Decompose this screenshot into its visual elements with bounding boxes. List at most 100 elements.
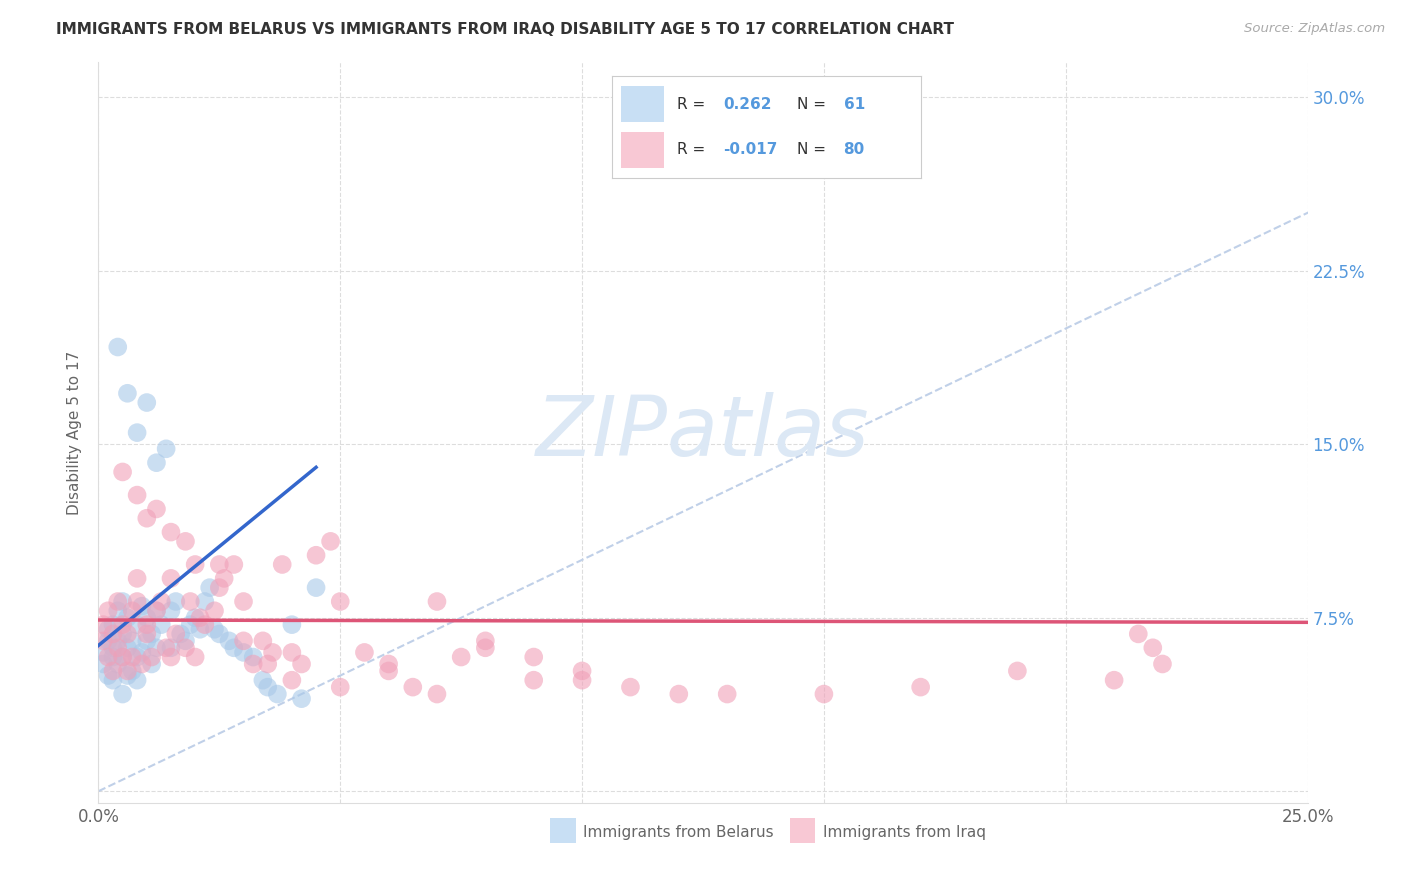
Point <box>281 617 304 632</box>
Text: Immigrants from Iraq: Immigrants from Iraq <box>823 825 986 839</box>
Point <box>426 594 449 608</box>
Point <box>402 680 425 694</box>
Point <box>107 640 129 655</box>
Point <box>256 657 278 671</box>
Point <box>135 617 157 632</box>
Point <box>910 680 932 694</box>
Point <box>107 633 129 648</box>
Point <box>188 611 211 625</box>
Point <box>329 680 352 694</box>
Point <box>101 650 124 665</box>
Point <box>266 687 288 701</box>
Point <box>174 640 197 655</box>
Point <box>179 617 201 632</box>
Point <box>145 456 167 470</box>
Point <box>121 650 143 665</box>
Point <box>523 673 546 688</box>
Point <box>101 664 124 678</box>
Point <box>107 594 129 608</box>
Point <box>111 687 134 701</box>
Point <box>101 673 124 688</box>
Point <box>319 534 342 549</box>
Point <box>97 668 120 682</box>
Point <box>222 558 245 572</box>
Point <box>107 604 129 618</box>
Point <box>1142 640 1164 655</box>
Point <box>135 611 157 625</box>
Point <box>127 488 149 502</box>
Point <box>377 657 399 671</box>
Point <box>135 633 157 648</box>
Point <box>474 640 496 655</box>
Text: IMMIGRANTS FROM BELARUS VS IMMIGRANTS FROM IRAQ DISABILITY AGE 5 TO 17 CORRELATI: IMMIGRANTS FROM BELARUS VS IMMIGRANTS FR… <box>56 22 955 37</box>
Point <box>107 657 129 671</box>
Point <box>329 594 352 608</box>
Point <box>155 442 177 456</box>
Text: N =: N = <box>797 97 827 112</box>
Point <box>160 640 183 655</box>
Point <box>377 664 399 678</box>
Point <box>204 622 226 636</box>
Point <box>165 627 187 641</box>
Point <box>150 594 173 608</box>
Point <box>184 650 207 665</box>
Point <box>101 617 124 632</box>
Point <box>117 386 139 401</box>
Point <box>131 645 153 659</box>
Point <box>145 604 167 618</box>
Point <box>127 673 149 688</box>
Point <box>111 617 134 632</box>
Point <box>198 581 221 595</box>
Point <box>232 633 254 648</box>
Point <box>179 594 201 608</box>
Point <box>91 617 114 632</box>
Point <box>262 645 284 659</box>
Point <box>160 525 183 540</box>
Point <box>232 645 254 659</box>
Point <box>523 650 546 665</box>
Y-axis label: Disability Age 5 to 17: Disability Age 5 to 17 <box>67 351 83 515</box>
Point <box>131 657 153 671</box>
Point <box>305 581 328 595</box>
Text: 61: 61 <box>844 97 865 112</box>
Point <box>242 650 264 665</box>
Point <box>281 673 304 688</box>
Point <box>97 633 120 648</box>
Point <box>141 650 163 665</box>
Point <box>97 622 120 636</box>
Text: -0.017: -0.017 <box>723 142 778 157</box>
Point <box>194 617 217 632</box>
Point <box>242 657 264 671</box>
Point <box>160 571 183 585</box>
Point <box>252 633 274 648</box>
Point <box>91 645 114 659</box>
Text: 80: 80 <box>844 142 865 157</box>
Point <box>184 611 207 625</box>
Point <box>174 633 197 648</box>
Point <box>91 633 114 648</box>
Point <box>127 594 149 608</box>
Point <box>135 511 157 525</box>
Point <box>131 599 153 614</box>
Point <box>188 622 211 636</box>
Point <box>174 534 197 549</box>
Point <box>184 558 207 572</box>
Text: R =: R = <box>676 97 704 112</box>
Point <box>353 645 375 659</box>
Point <box>716 687 738 701</box>
Point <box>127 617 149 632</box>
Point <box>256 680 278 694</box>
Point <box>107 340 129 354</box>
Point <box>290 691 312 706</box>
Point <box>281 645 304 659</box>
Point <box>121 604 143 618</box>
Point <box>117 611 139 625</box>
Point <box>165 594 187 608</box>
Point <box>160 604 183 618</box>
Point <box>111 594 134 608</box>
FancyBboxPatch shape <box>621 132 664 168</box>
Point <box>208 558 231 572</box>
Point <box>1102 673 1125 688</box>
Point <box>91 657 114 671</box>
Point <box>290 657 312 671</box>
